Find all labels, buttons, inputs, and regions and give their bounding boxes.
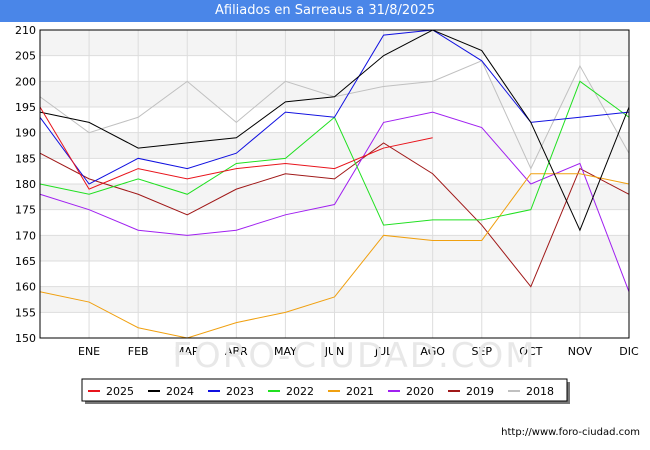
series-line-2025	[39, 106, 433, 190]
x-tick-label: ABR	[225, 345, 248, 358]
y-tick-label: 200	[15, 75, 36, 88]
y-tick-label: 210	[15, 24, 36, 37]
plot-border	[39, 29, 630, 339]
series-line-2019	[39, 142, 630, 288]
x-tick-label: SEP	[471, 345, 492, 358]
y-tick-label: 150	[15, 332, 36, 345]
legend-label-2020: 2020	[406, 385, 434, 398]
series-line-2021	[39, 173, 630, 339]
y-tick-label: 170	[15, 229, 36, 242]
x-tick-label: NOV	[568, 345, 593, 358]
y-tick-label: 195	[15, 101, 36, 114]
y-tick-label: 165	[15, 255, 36, 268]
x-tick-label: OCT	[519, 345, 542, 358]
legend-label-2025: 2025	[106, 385, 134, 398]
x-tick-label: JUL	[374, 345, 393, 358]
y-tick-label: 185	[15, 152, 36, 165]
watermark: FORO-CIUDAD.COM	[172, 336, 536, 376]
x-tick-label: JUN	[324, 345, 345, 358]
source-url: http://www.foro-ciudad.com	[501, 427, 640, 438]
legend-label-2022: 2022	[286, 385, 314, 398]
x-tick-label: DIC	[619, 345, 639, 358]
legend-label-2024: 2024	[166, 385, 194, 398]
y-tick-label: 190	[15, 127, 36, 140]
legend-label-2018: 2018	[526, 385, 554, 398]
series-line-2020	[39, 111, 630, 292]
x-tick-label: ENE	[78, 345, 100, 358]
title-bar	[0, 0, 650, 22]
legend-label-2023: 2023	[226, 385, 254, 398]
x-tick-label: AGO	[420, 345, 445, 358]
y-tick-label: 180	[15, 178, 36, 191]
y-tick-label: 155	[15, 306, 36, 319]
legend-label-2019: 2019	[466, 385, 494, 398]
x-tick-label: MAY	[274, 345, 297, 358]
y-tick-label: 205	[15, 50, 36, 63]
legend-box	[81, 378, 568, 402]
x-tick-label: FEB	[128, 345, 149, 358]
series-line-2024	[39, 29, 630, 232]
y-tick-label: 160	[15, 281, 36, 294]
legend-label-2021: 2021	[346, 385, 374, 398]
y-tick-label: 175	[15, 204, 36, 217]
x-tick-label: MAR	[175, 345, 200, 358]
chart-title: Afiliados en Sarreaus a 31/8/2025	[214, 3, 435, 18]
